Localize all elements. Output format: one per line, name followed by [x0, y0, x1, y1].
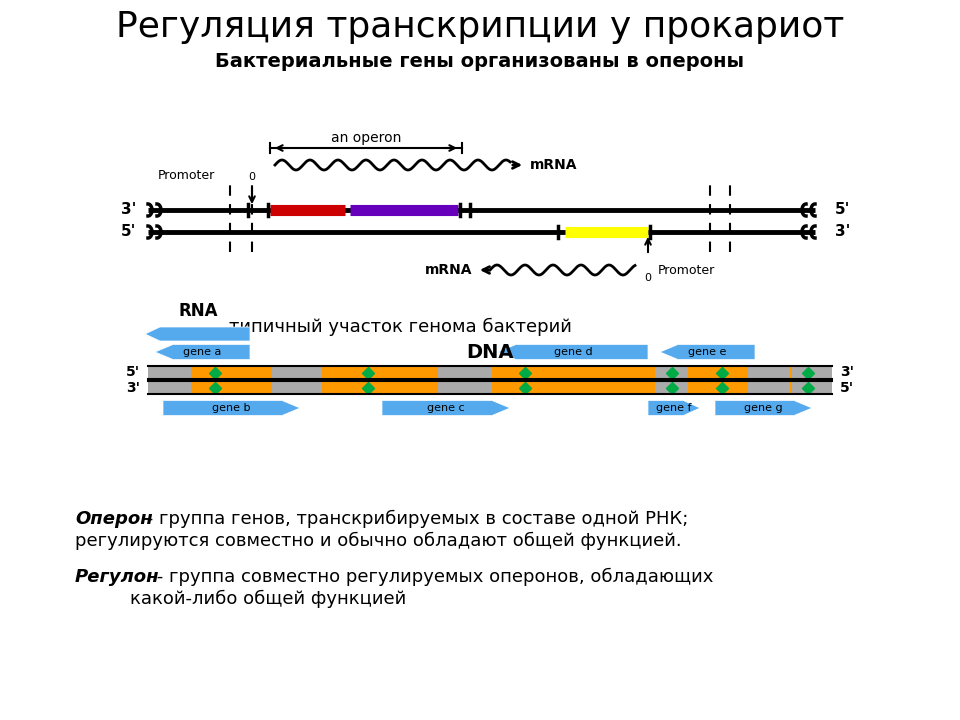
FancyArrow shape — [145, 327, 250, 341]
Text: 3': 3' — [126, 380, 140, 395]
FancyArrow shape — [715, 400, 812, 415]
Text: an operon: an operon — [331, 131, 401, 145]
Bar — [748, 381, 790, 394]
Text: mRNA: mRNA — [424, 263, 472, 277]
Bar — [272, 381, 322, 394]
Text: gene c: gene c — [427, 403, 465, 413]
Text: Promoter: Promoter — [658, 264, 715, 276]
Text: 0: 0 — [644, 273, 652, 283]
FancyArrow shape — [660, 344, 755, 359]
Bar — [438, 381, 492, 394]
Text: gene e: gene e — [688, 347, 727, 357]
FancyArrow shape — [498, 344, 648, 359]
Bar — [655, 381, 688, 394]
Text: - группа генов, транскрибируемых в составе одной РНК;: - группа генов, транскрибируемых в соста… — [141, 510, 688, 528]
Text: 3': 3' — [835, 225, 851, 240]
Text: 5': 5' — [121, 225, 136, 240]
Text: Бактериальные гены организованы в опероны: Бактериальные гены организованы в оперон… — [215, 52, 745, 71]
Text: gene f: gene f — [657, 403, 692, 413]
Text: 5': 5' — [835, 202, 851, 217]
Bar — [148, 381, 832, 394]
FancyArrow shape — [382, 400, 510, 415]
FancyArrow shape — [648, 400, 700, 415]
Text: RNA: RNA — [179, 302, 218, 320]
Text: gene d: gene d — [554, 347, 592, 357]
Text: DNA: DNA — [467, 343, 514, 361]
Bar — [272, 366, 322, 379]
Text: регулируются совместно и обычно обладают общей функцией.: регулируются совместно и обычно обладают… — [75, 532, 682, 550]
Bar — [792, 366, 832, 379]
Bar — [438, 366, 492, 379]
Text: типичный участок генома бактерий: типичный участок генома бактерий — [228, 318, 571, 336]
Text: Promoter: Promoter — [157, 169, 215, 182]
FancyArrow shape — [163, 400, 300, 415]
Text: 0: 0 — [249, 172, 255, 182]
FancyArrow shape — [155, 344, 250, 359]
Text: mRNA: mRNA — [530, 158, 578, 172]
Text: Оперон: Оперон — [75, 510, 153, 528]
Text: какой-либо общей функцией: какой-либо общей функцией — [130, 590, 406, 608]
Text: Регуляция транскрипции у прокариот: Регуляция транскрипции у прокариот — [116, 10, 844, 44]
Text: Регулон: Регулон — [75, 568, 159, 586]
Text: - группа совместно регулируемых оперонов, обладающих: - группа совместно регулируемых оперонов… — [151, 568, 713, 586]
Text: 3': 3' — [840, 366, 854, 379]
Text: 5': 5' — [126, 366, 140, 379]
Bar — [148, 366, 832, 379]
Bar — [792, 381, 832, 394]
Text: 5': 5' — [840, 380, 854, 395]
Bar — [148, 366, 191, 379]
Text: gene g: gene g — [744, 403, 782, 413]
Text: gene b: gene b — [212, 403, 251, 413]
Text: 3': 3' — [121, 202, 136, 217]
Bar — [148, 381, 191, 394]
Bar — [655, 366, 688, 379]
Text: gene a: gene a — [183, 347, 222, 357]
Bar — [748, 366, 790, 379]
